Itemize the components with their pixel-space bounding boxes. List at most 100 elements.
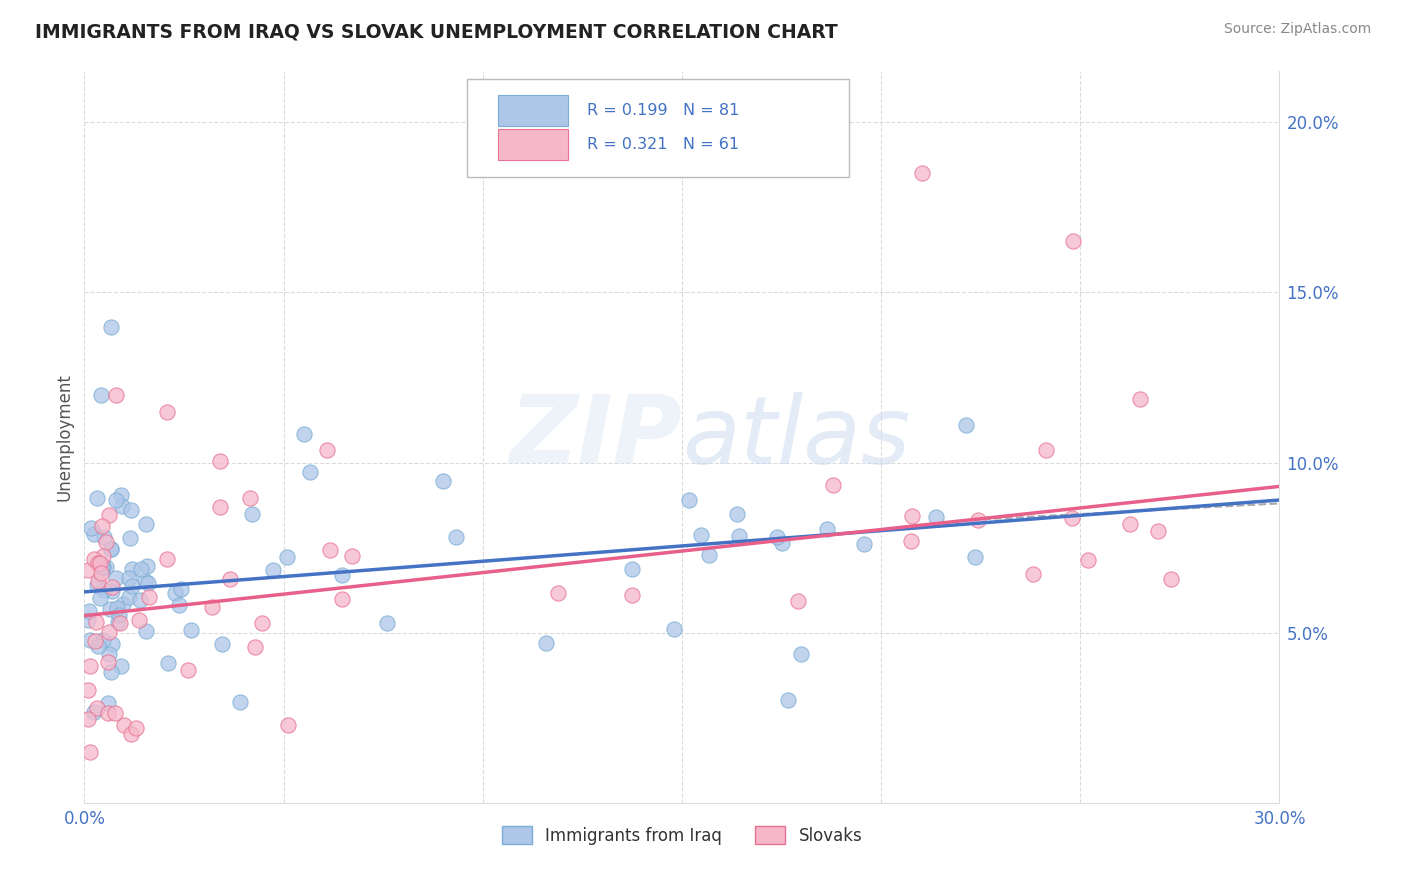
Point bbox=[690, 527, 713, 541]
Point bbox=[91, 549, 114, 564]
Point bbox=[97, 656, 120, 670]
Point bbox=[83, 526, 105, 541]
Point bbox=[239, 491, 262, 505]
Point bbox=[243, 640, 266, 655]
Point bbox=[900, 533, 922, 548]
Point bbox=[104, 706, 127, 721]
Point bbox=[163, 586, 186, 600]
Point bbox=[118, 590, 141, 604]
Point bbox=[209, 453, 232, 467]
Point bbox=[100, 637, 122, 651]
Point bbox=[110, 615, 132, 630]
Point bbox=[925, 509, 948, 524]
Point bbox=[105, 387, 128, 401]
Point bbox=[727, 529, 749, 543]
Point bbox=[121, 727, 143, 741]
Text: R = 0.321   N = 61: R = 0.321 N = 61 bbox=[588, 137, 740, 152]
Point bbox=[1147, 524, 1170, 539]
Point bbox=[91, 560, 114, 574]
Point bbox=[211, 637, 233, 651]
Point bbox=[823, 477, 845, 491]
Point bbox=[678, 493, 700, 508]
Point bbox=[94, 560, 117, 574]
Point bbox=[778, 693, 800, 707]
Point bbox=[87, 557, 110, 571]
Point bbox=[100, 580, 122, 594]
Point bbox=[177, 663, 200, 677]
Point bbox=[112, 718, 135, 732]
Point bbox=[84, 634, 107, 648]
Point bbox=[121, 562, 143, 576]
Point bbox=[770, 536, 793, 550]
Point bbox=[134, 574, 156, 588]
Point bbox=[100, 665, 122, 679]
Point bbox=[118, 531, 141, 545]
Point bbox=[110, 488, 132, 502]
Point bbox=[534, 636, 557, 650]
Point bbox=[766, 530, 789, 544]
Point bbox=[128, 613, 150, 627]
Point bbox=[966, 513, 988, 527]
Point bbox=[107, 615, 129, 630]
Point bbox=[131, 562, 153, 576]
Point bbox=[319, 543, 342, 558]
Point bbox=[330, 568, 353, 582]
Point bbox=[1119, 516, 1142, 531]
Text: IMMIGRANTS FROM IRAQ VS SLOVAK UNEMPLOYMENT CORRELATION CHART: IMMIGRANTS FROM IRAQ VS SLOVAK UNEMPLOYM… bbox=[35, 22, 838, 41]
Point bbox=[91, 633, 114, 648]
Point bbox=[117, 571, 139, 585]
Point bbox=[125, 721, 148, 735]
Point bbox=[83, 551, 105, 566]
Point bbox=[901, 508, 924, 523]
Point bbox=[111, 597, 134, 611]
Point bbox=[1129, 392, 1152, 406]
Point bbox=[432, 474, 454, 488]
Point bbox=[156, 551, 179, 566]
Point bbox=[108, 607, 131, 622]
Point bbox=[83, 705, 105, 719]
Point bbox=[98, 602, 121, 616]
Point bbox=[169, 582, 191, 597]
Point bbox=[180, 623, 202, 637]
Point bbox=[97, 696, 120, 710]
Point bbox=[97, 706, 120, 720]
Point bbox=[100, 319, 122, 334]
Point bbox=[1022, 567, 1045, 582]
Y-axis label: Unemployment: Unemployment bbox=[55, 373, 73, 501]
Point bbox=[1062, 235, 1084, 249]
Point bbox=[250, 615, 273, 630]
Point bbox=[208, 500, 231, 515]
Point bbox=[316, 442, 339, 457]
Point bbox=[135, 559, 157, 574]
Point bbox=[240, 507, 263, 521]
Point bbox=[86, 578, 108, 592]
Point bbox=[89, 556, 111, 570]
Point bbox=[89, 591, 111, 605]
Point bbox=[787, 593, 810, 607]
Point bbox=[87, 640, 110, 654]
Point bbox=[852, 537, 875, 551]
Point bbox=[90, 387, 112, 401]
Point bbox=[620, 562, 643, 576]
Point bbox=[965, 549, 987, 564]
Point bbox=[444, 530, 467, 544]
Point bbox=[138, 576, 160, 591]
Point bbox=[219, 572, 242, 586]
FancyBboxPatch shape bbox=[498, 95, 568, 126]
Point bbox=[77, 604, 100, 618]
Point bbox=[620, 588, 643, 602]
Text: ZIP: ZIP bbox=[509, 391, 682, 483]
Point bbox=[276, 549, 298, 564]
Point bbox=[200, 599, 222, 614]
Point bbox=[105, 601, 128, 615]
Point bbox=[94, 534, 117, 549]
Point bbox=[91, 560, 114, 574]
Point bbox=[277, 718, 299, 732]
Text: Source: ZipAtlas.com: Source: ZipAtlas.com bbox=[1223, 22, 1371, 37]
Point bbox=[156, 404, 179, 418]
Point bbox=[77, 613, 100, 627]
Point bbox=[101, 584, 124, 599]
Point bbox=[79, 745, 101, 759]
Point bbox=[91, 518, 114, 533]
Point bbox=[93, 531, 115, 545]
